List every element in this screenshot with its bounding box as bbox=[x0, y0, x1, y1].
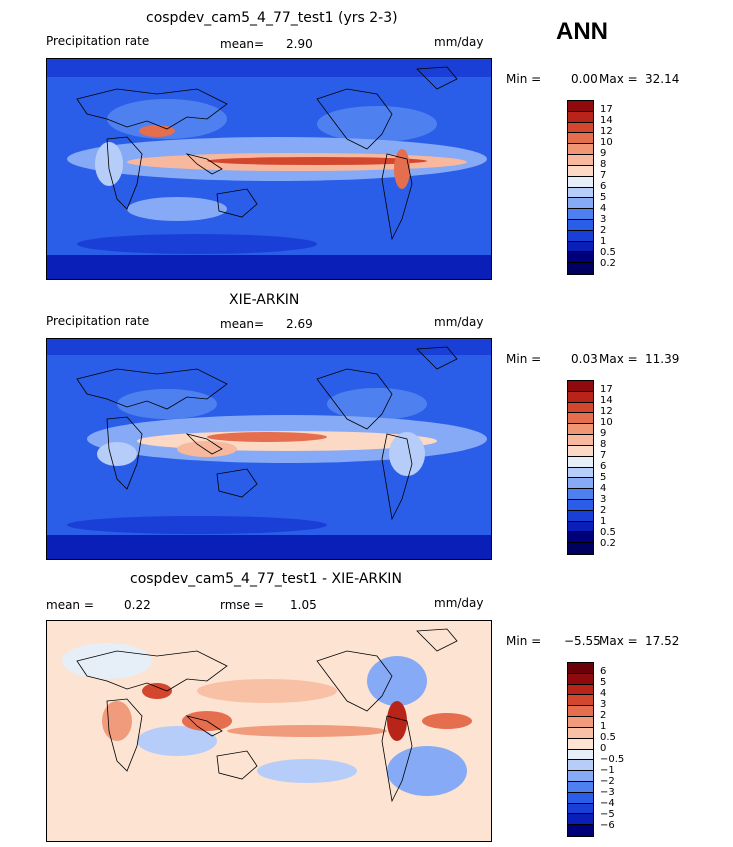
colorbar-tick: −3 bbox=[600, 787, 615, 798]
colorbar-tick: 1 bbox=[600, 516, 607, 527]
colorbar-tick: 2 bbox=[600, 505, 607, 516]
colorbar-tick: 4 bbox=[600, 688, 607, 699]
panel-1-units: mm/day bbox=[434, 35, 484, 49]
panel-1-mean-label: mean= bbox=[220, 37, 265, 51]
colorbar-tick: 0.5 bbox=[600, 527, 616, 538]
colorbar-tick: 7 bbox=[600, 170, 607, 181]
panel-2-mean-label: mean= bbox=[220, 317, 265, 331]
panel-2-variable: Precipitation rate bbox=[46, 314, 150, 328]
colorbar-tick: 5 bbox=[600, 192, 607, 203]
panel-1-max-value: 32.14 bbox=[645, 72, 680, 86]
colorbar-tick: 8 bbox=[600, 159, 607, 170]
colorbar-tick: 9 bbox=[600, 148, 607, 159]
panel-2-mean-value: 2.69 bbox=[286, 317, 313, 331]
colorbar-tick: 17 bbox=[600, 384, 613, 395]
panel-2-map bbox=[46, 338, 492, 560]
panel-2-field bbox=[47, 339, 491, 559]
colorbar-tick: 10 bbox=[600, 417, 613, 428]
colorbar-tick: 12 bbox=[600, 126, 613, 137]
colorbar-tick: 0 bbox=[600, 743, 607, 754]
panel-2-min-label: Min = bbox=[506, 352, 542, 366]
panel-3-map bbox=[46, 620, 492, 842]
colorbar-tick: 3 bbox=[600, 214, 607, 225]
panel-1-title: cospdev_cam5_4_77_test1 (yrs 2-3) bbox=[146, 10, 398, 26]
colorbar-tick: 4 bbox=[600, 483, 607, 494]
panel-3-mean-value: 0.22 bbox=[124, 598, 151, 612]
panel-3-min-label: Min = bbox=[506, 634, 542, 648]
colorbar-tick: −0.5 bbox=[600, 754, 625, 765]
colorbar-tick: 3 bbox=[600, 494, 607, 505]
panel-3-rmse-label: rmse = bbox=[220, 598, 264, 612]
colorbar-tick: −6 bbox=[600, 820, 615, 831]
panel-2-min-value: 0.03 bbox=[571, 352, 598, 366]
colorbar-tick: 2 bbox=[600, 225, 607, 236]
colorbar-tick: 7 bbox=[600, 450, 607, 461]
colorbar-tick: 6 bbox=[600, 461, 607, 472]
colorbar-tick: 0.2 bbox=[600, 258, 616, 269]
colorbar-tick: 5 bbox=[600, 677, 607, 688]
panel-3-title: cospdev_cam5_4_77_test1 - XIE-ARKIN bbox=[130, 571, 402, 587]
colorbar-tick: 3 bbox=[600, 699, 607, 710]
panel-1-field bbox=[47, 59, 491, 279]
colorbar-tick: −2 bbox=[600, 776, 615, 787]
panel-3-rmse-value: 1.05 bbox=[290, 598, 317, 612]
colorbar-tick: 0.5 bbox=[600, 732, 616, 743]
panel-1-min-label: Min = bbox=[506, 72, 542, 86]
colorbar-tick: 0.2 bbox=[600, 538, 616, 549]
colorbar-tick: 17 bbox=[600, 104, 613, 115]
panel-1-min-value: 0.00 bbox=[571, 72, 598, 86]
colorbar-tick: 1 bbox=[600, 721, 607, 732]
panel-2-colorbar bbox=[567, 380, 594, 555]
panel-1-mean-value: 2.90 bbox=[286, 37, 313, 51]
colorbar-tick: 5 bbox=[600, 472, 607, 483]
colorbar-tick: 4 bbox=[600, 203, 607, 214]
colorbar-tick: 14 bbox=[600, 115, 613, 126]
panel-3-field bbox=[47, 621, 491, 841]
panel-2-title: XIE-ARKIN bbox=[229, 292, 300, 308]
colorbar-tick: 9 bbox=[600, 428, 607, 439]
colorbar-tick: 2 bbox=[600, 710, 607, 721]
panel-2-max-label: Max = bbox=[599, 352, 638, 366]
colorbar-tick: −1 bbox=[600, 765, 615, 776]
panel-3-max-value: 17.52 bbox=[645, 634, 680, 648]
colorbar-tick: 8 bbox=[600, 439, 607, 450]
panel-2-max-value: 11.39 bbox=[645, 352, 680, 366]
colorbar-tick: 1 bbox=[600, 236, 607, 247]
panel-2-units: mm/day bbox=[434, 315, 484, 329]
panel-1-variable: Precipitation rate bbox=[46, 34, 150, 48]
season-label: ANN bbox=[556, 18, 608, 45]
panel-3-max-label: Max = bbox=[599, 634, 638, 648]
colorbar-tick: −5 bbox=[600, 809, 615, 820]
colorbar-tick: 10 bbox=[600, 137, 613, 148]
colorbar-tick: 0.5 bbox=[600, 247, 616, 258]
panel-1-map bbox=[46, 58, 492, 280]
panel-3-units: mm/day bbox=[434, 596, 484, 610]
panel-3-colorbar bbox=[567, 662, 594, 837]
panel-3-mean-label: mean = bbox=[46, 598, 94, 612]
panel-1-max-label: Max = bbox=[599, 72, 638, 86]
colorbar-tick: −4 bbox=[600, 798, 615, 809]
colorbar-tick: 6 bbox=[600, 181, 607, 192]
panel-1-colorbar bbox=[567, 100, 594, 275]
colorbar-tick: 6 bbox=[600, 666, 607, 677]
colorbar-tick: 12 bbox=[600, 406, 613, 417]
panel-3-min-value: −5.55 bbox=[564, 634, 601, 648]
colorbar-tick: 14 bbox=[600, 395, 613, 406]
